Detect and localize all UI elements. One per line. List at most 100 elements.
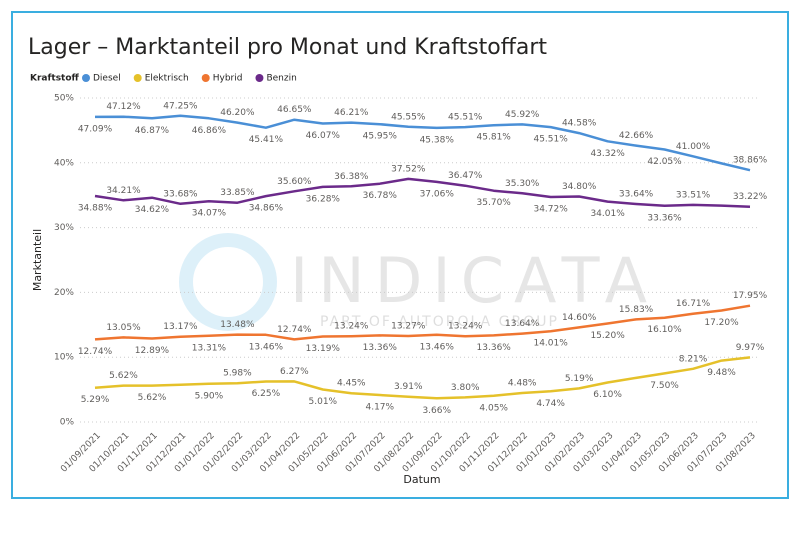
data-label: 47.09% <box>78 124 113 134</box>
data-label: 15.20% <box>590 331 625 341</box>
data-label: 6.10% <box>593 390 622 400</box>
data-label: 35.60% <box>277 177 312 187</box>
data-label: 45.41% <box>249 135 284 145</box>
legend-label: Elektrisch <box>145 74 189 84</box>
data-label: 34.07% <box>192 209 227 219</box>
data-label: 43.32% <box>590 149 625 159</box>
data-label: 6.27% <box>280 367 309 377</box>
data-label: 3.66% <box>422 406 451 416</box>
data-label: 33.85% <box>220 188 255 198</box>
data-label: 17.20% <box>704 318 739 328</box>
series-line <box>94 114 751 172</box>
data-label: 46.07% <box>306 131 341 141</box>
data-label: 4.48% <box>508 378 537 388</box>
data-label: 13.64% <box>505 319 540 329</box>
data-label: 4.74% <box>536 399 565 409</box>
data-label: 13.24% <box>448 322 483 332</box>
data-label: 14.60% <box>562 313 597 323</box>
data-label: 5.90% <box>195 391 224 401</box>
data-label: 5.62% <box>109 371 138 381</box>
data-label: 13.46% <box>420 342 455 352</box>
legend-marker <box>82 74 90 82</box>
data-label: 14.01% <box>533 339 568 349</box>
data-label: 36.47% <box>448 171 483 181</box>
data-label: 33.36% <box>647 213 682 223</box>
data-label: 17.95% <box>733 291 768 301</box>
data-label: 5.62% <box>138 393 167 403</box>
data-label: 34.62% <box>135 205 170 215</box>
series-line <box>94 304 751 341</box>
data-label: 35.30% <box>505 179 540 189</box>
data-label: 45.51% <box>533 135 568 145</box>
chart-title: Lager – Marktanteil pro Monat und Krafts… <box>28 35 547 60</box>
data-label: 45.38% <box>420 135 455 145</box>
data-label: 13.48% <box>220 320 255 330</box>
data-label: 13.36% <box>363 343 398 353</box>
x-axis-label: Datum <box>403 473 440 486</box>
legend-label: Diesel <box>93 74 121 84</box>
data-label: 4.17% <box>365 402 394 412</box>
data-label: 13.46% <box>249 342 284 352</box>
data-label: 12.74% <box>78 347 113 357</box>
watermark-logo <box>179 233 277 331</box>
data-label: 38.86% <box>733 156 768 166</box>
data-label: 33.51% <box>676 190 711 200</box>
data-label: 9.48% <box>707 368 736 378</box>
data-label: 5.29% <box>81 395 110 405</box>
data-label: 9.97% <box>736 343 765 353</box>
data-label: 15.83% <box>619 305 654 315</box>
data-label: 8.21% <box>679 354 708 364</box>
series-line <box>94 356 751 400</box>
data-label: 47.25% <box>163 101 198 111</box>
data-label: 46.65% <box>277 105 312 115</box>
data-label: 45.92% <box>505 110 540 120</box>
data-label: 16.10% <box>647 325 682 335</box>
data-label: 37.06% <box>420 189 455 199</box>
data-label: 13.05% <box>106 323 141 333</box>
y-tick-label: 20% <box>54 288 74 298</box>
data-label: 3.91% <box>394 382 423 392</box>
series-line <box>94 177 751 208</box>
data-label: 13.31% <box>192 343 227 353</box>
data-label: 33.64% <box>619 190 654 200</box>
legend-label: Hybrid <box>213 74 243 84</box>
data-label: 4.45% <box>337 379 366 389</box>
data-label: 13.19% <box>306 344 341 354</box>
data-label: 42.05% <box>647 157 682 167</box>
data-label: 13.17% <box>163 322 198 332</box>
y-tick-label: 0% <box>60 418 75 428</box>
data-label: 13.24% <box>334 322 369 332</box>
data-label: 7.50% <box>650 381 679 391</box>
legend-title: Kraftstoff <box>30 74 80 84</box>
data-label: 44.58% <box>562 119 597 129</box>
data-label: 12.74% <box>277 325 312 335</box>
data-label: 5.98% <box>223 369 252 379</box>
data-label: 34.86% <box>249 204 284 214</box>
legend-label: Benzin <box>266 74 296 84</box>
data-label: 45.55% <box>391 112 426 122</box>
data-label: 4.05% <box>479 403 508 413</box>
data-label: 41.00% <box>676 142 711 152</box>
frame <box>11 11 789 499</box>
data-label: 12.89% <box>135 346 170 356</box>
y-axis-label: Marktanteil <box>31 229 44 291</box>
y-tick-label: 50% <box>54 94 74 104</box>
y-tick-label: 10% <box>54 353 74 363</box>
data-label: 36.28% <box>306 194 341 204</box>
data-label: 34.01% <box>590 209 625 219</box>
data-label: 33.22% <box>733 192 768 202</box>
data-label: 45.95% <box>363 132 398 142</box>
data-label: 46.21% <box>334 108 369 118</box>
legend-marker <box>255 74 264 82</box>
data-label: 34.21% <box>106 186 141 196</box>
data-label: 34.88% <box>78 203 113 213</box>
data-label: 37.52% <box>391 164 426 174</box>
data-label: 42.66% <box>619 131 654 141</box>
legend-marker <box>133 74 142 82</box>
data-label: 6.25% <box>252 389 281 399</box>
data-label: 3.80% <box>451 383 480 393</box>
data-label: 34.80% <box>562 182 597 192</box>
data-label: 36.78% <box>363 191 398 201</box>
